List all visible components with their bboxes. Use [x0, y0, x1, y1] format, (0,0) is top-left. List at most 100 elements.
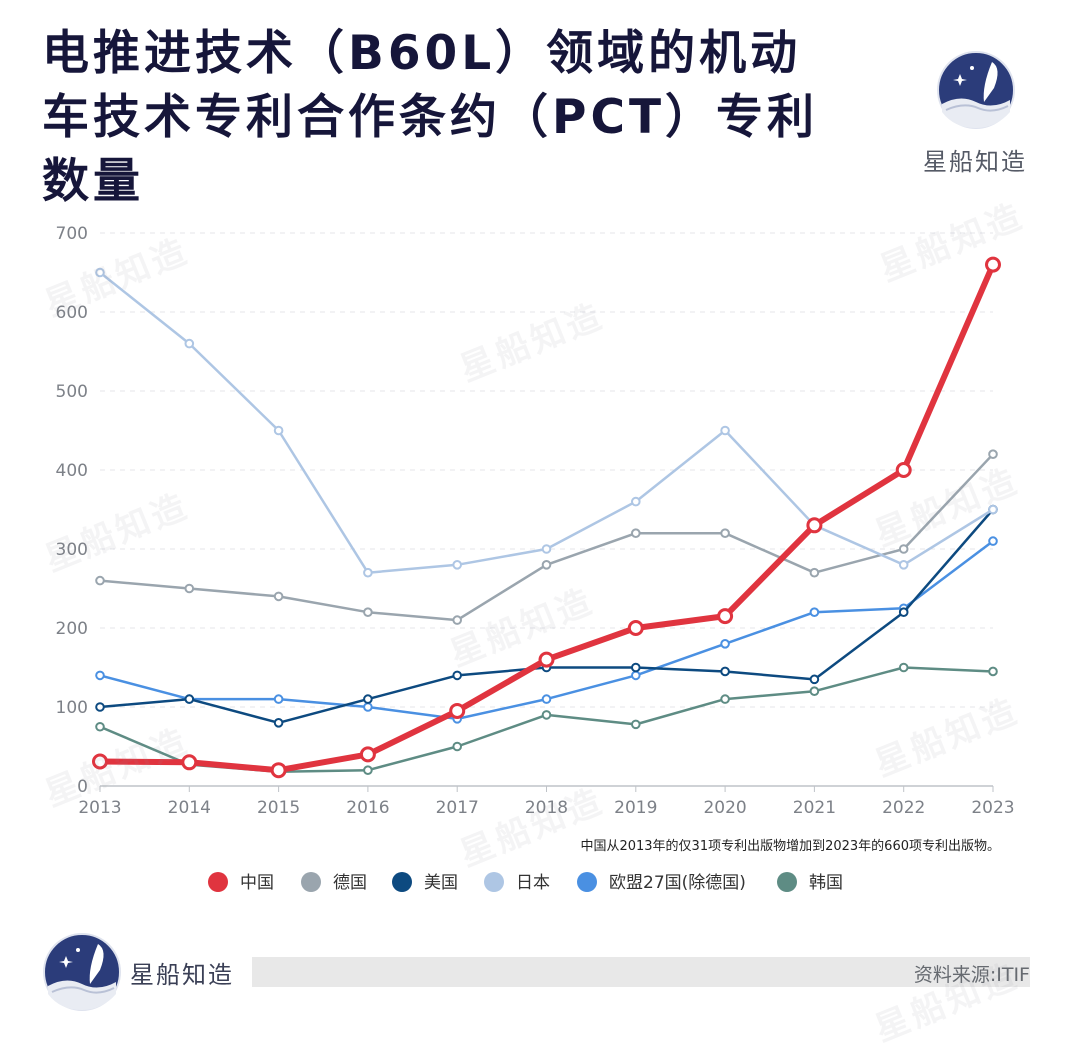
- data-point: [452, 615, 463, 625]
- y-tick-label: 700: [56, 224, 88, 244]
- series-line: [98, 271, 995, 574]
- legend-item: 德国: [301, 872, 367, 893]
- y-tick-label: 500: [56, 382, 88, 402]
- data-point: [184, 694, 195, 704]
- brand-logo-icon: [937, 51, 1015, 129]
- y-tick-label: 0: [77, 777, 88, 797]
- data-point: [720, 528, 730, 539]
- data-point: [627, 620, 644, 636]
- data-point: [270, 762, 287, 779]
- data-point: [452, 670, 463, 681]
- y-tick-label: 600: [56, 303, 88, 323]
- x-tick-label: 2017: [436, 798, 479, 818]
- legend: 中国 德国 美国 日本 欧盟27国(除德国) 韩国: [208, 872, 843, 893]
- legend-label: 德国: [333, 873, 367, 893]
- data-point: [895, 462, 912, 478]
- legend-label: 中国: [240, 873, 274, 893]
- data-point: [988, 449, 998, 460]
- brand-name-top: 星船知造: [923, 148, 1027, 176]
- data-point: [95, 575, 105, 586]
- data-point: [363, 694, 373, 704]
- data-point: [631, 719, 641, 730]
- chart-title: 电推进技术（B60L）领域的机动车技术专利合作条约（PCT）专利数量: [42, 26, 818, 209]
- series-lines: [92, 256, 1001, 779]
- data-point: [273, 718, 284, 728]
- legend-label: 美国: [424, 873, 458, 893]
- x-tick-label: 2022: [882, 798, 925, 818]
- data-point: [452, 560, 463, 570]
- data-point: [898, 607, 909, 618]
- data-point: [181, 754, 198, 771]
- legend-swatch: [301, 872, 321, 892]
- data-point: [541, 560, 552, 570]
- y-axis-ticks: 0 100 200 300 400 500 600 700: [56, 224, 88, 797]
- legend-swatch: [484, 872, 504, 892]
- series-日本: [95, 267, 998, 578]
- data-point: [541, 710, 552, 720]
- data-point: [988, 504, 998, 515]
- x-tick-label: 2023: [971, 798, 1014, 818]
- data-point: [95, 721, 105, 732]
- data-point: [809, 607, 820, 618]
- data-point: [806, 517, 823, 534]
- data-point: [363, 607, 373, 618]
- legend-swatch: [577, 872, 597, 892]
- data-point: [809, 674, 820, 685]
- series-line: [98, 452, 995, 622]
- data-point: [631, 662, 641, 673]
- legend-swatch: [777, 872, 797, 892]
- data-point: [452, 741, 463, 752]
- legend-label: 日本: [516, 873, 550, 893]
- data-point: [720, 425, 730, 436]
- data-point: [541, 694, 552, 704]
- x-tick-label: 2021: [793, 798, 836, 818]
- y-tick-label: 300: [56, 540, 88, 560]
- x-tick-label: 2016: [346, 798, 389, 818]
- data-point: [273, 591, 284, 602]
- data-point: [898, 560, 909, 570]
- series-韩国: [95, 662, 998, 777]
- legend-swatch: [208, 872, 228, 892]
- x-tick-label: 2015: [257, 798, 300, 818]
- data-point: [184, 338, 195, 349]
- series-中国: [92, 256, 1001, 779]
- y-tick-label: 100: [56, 698, 88, 718]
- x-axis-ticks: 2013 2014 2015 2016 2017 2018 2019 2020 2021 2022…: [78, 786, 1015, 818]
- data-point: [985, 256, 1001, 273]
- data-point: [449, 702, 466, 719]
- data-point: [363, 765, 373, 776]
- legend-item: 美国: [392, 872, 458, 893]
- data-point: [720, 694, 730, 704]
- data-point: [273, 425, 284, 436]
- data-point: [717, 608, 734, 625]
- data-point: [92, 753, 108, 770]
- data-point: [363, 567, 373, 578]
- data-point: [273, 694, 284, 704]
- legend-swatch: [392, 872, 412, 892]
- data-point: [359, 746, 376, 763]
- source-note: 资料来源:ITIF: [913, 964, 1030, 986]
- x-tick-label: 2018: [525, 798, 568, 818]
- data-point: [720, 639, 730, 649]
- footer-bar: [252, 957, 1030, 987]
- legend-item: 欧盟27国(除德国): [577, 872, 746, 893]
- x-tick-label: 2014: [168, 798, 211, 818]
- legend-label: 欧盟27国(除德国): [609, 873, 746, 893]
- grid-lines: [100, 232, 993, 708]
- data-point: [95, 670, 105, 681]
- legend-item: 韩国: [777, 872, 843, 893]
- brand-logo-bottom-icon: [43, 933, 121, 1011]
- series-美国: [95, 504, 998, 728]
- legend-item: 日本: [484, 872, 550, 893]
- data-point: [898, 544, 909, 554]
- data-point: [720, 666, 730, 677]
- x-tick-label: 2019: [614, 798, 657, 818]
- brand-name-bottom: 星船知造: [130, 961, 234, 989]
- series-德国: [95, 449, 998, 625]
- data-point: [184, 583, 195, 594]
- data-point: [809, 686, 820, 697]
- data-point: [631, 496, 641, 507]
- data-point: [631, 528, 641, 539]
- x-tick-label: 2020: [703, 798, 746, 818]
- data-point: [363, 702, 373, 712]
